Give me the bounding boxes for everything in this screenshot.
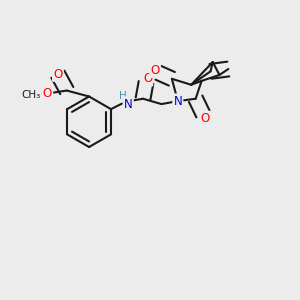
Text: N: N	[173, 94, 182, 108]
Text: O: O	[201, 112, 210, 125]
Text: O: O	[143, 72, 152, 85]
Text: CH₃: CH₃	[22, 90, 41, 100]
Text: O: O	[53, 68, 62, 81]
Text: H: H	[119, 92, 127, 101]
Text: O: O	[150, 64, 160, 77]
Text: N: N	[124, 98, 133, 111]
Text: O: O	[43, 87, 52, 100]
